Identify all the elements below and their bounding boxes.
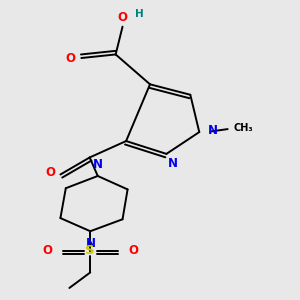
Text: O: O: [42, 244, 52, 257]
Text: O: O: [65, 52, 75, 64]
Text: S: S: [85, 244, 95, 257]
Text: O: O: [128, 244, 139, 257]
Text: O: O: [45, 167, 55, 179]
Text: N: N: [93, 158, 103, 171]
Text: O: O: [118, 11, 128, 24]
Text: CH₃: CH₃: [234, 123, 253, 133]
Text: N: N: [208, 124, 218, 137]
Text: N: N: [86, 237, 96, 250]
Text: H: H: [135, 9, 144, 19]
Text: N: N: [168, 157, 178, 170]
